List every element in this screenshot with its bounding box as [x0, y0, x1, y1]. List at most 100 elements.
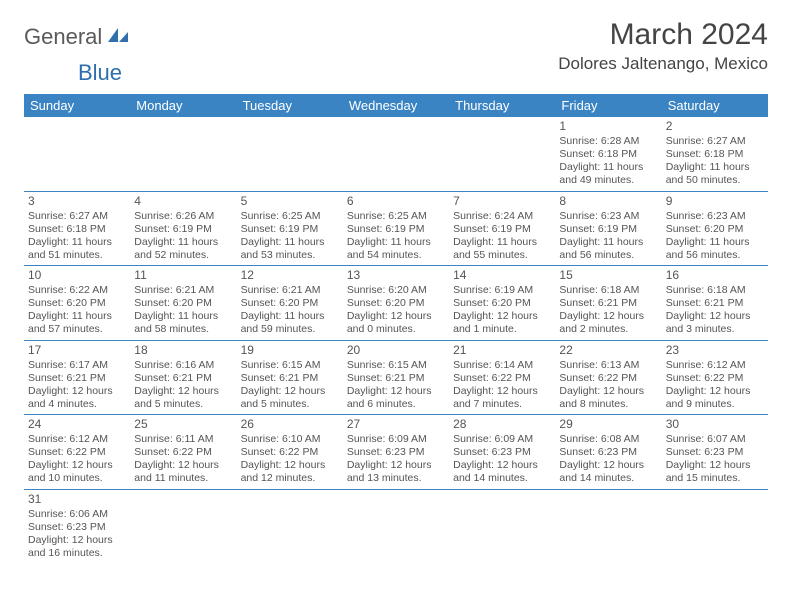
daylight-line: Daylight: 12 hours and 9 minutes. [666, 385, 764, 411]
sunset-line: Sunset: 6:23 PM [666, 446, 764, 459]
daylight-line: Daylight: 11 hours and 55 minutes. [453, 236, 551, 262]
sunrise-line: Sunrise: 6:25 AM [347, 210, 445, 223]
calendar-table: Sunday Monday Tuesday Wednesday Thursday… [24, 94, 768, 563]
sunrise-line: Sunrise: 6:18 AM [559, 284, 657, 297]
daylight-line: Daylight: 12 hours and 1 minute. [453, 310, 551, 336]
weekday-thursday: Thursday [449, 94, 555, 117]
daylight-line: Daylight: 11 hours and 56 minutes. [666, 236, 764, 262]
day-number: 11 [134, 268, 232, 283]
sunset-line: Sunset: 6:19 PM [559, 223, 657, 236]
sunrise-line: Sunrise: 6:14 AM [453, 359, 551, 372]
sunset-line: Sunset: 6:18 PM [28, 223, 126, 236]
sunrise-line: Sunrise: 6:11 AM [134, 433, 232, 446]
sunrise-line: Sunrise: 6:27 AM [28, 210, 126, 223]
calendar-cell: 10Sunrise: 6:22 AMSunset: 6:20 PMDayligh… [24, 266, 130, 341]
sunset-line: Sunset: 6:19 PM [134, 223, 232, 236]
day-number: 31 [28, 492, 126, 507]
sunrise-line: Sunrise: 6:09 AM [453, 433, 551, 446]
day-number: 8 [559, 194, 657, 209]
sunrise-line: Sunrise: 6:23 AM [559, 210, 657, 223]
calendar-cell: 27Sunrise: 6:09 AMSunset: 6:23 PMDayligh… [343, 415, 449, 490]
day-number: 17 [28, 343, 126, 358]
calendar-row: 10Sunrise: 6:22 AMSunset: 6:20 PMDayligh… [24, 266, 768, 341]
daylight-line: Daylight: 12 hours and 14 minutes. [559, 459, 657, 485]
calendar-row: 3Sunrise: 6:27 AMSunset: 6:18 PMDaylight… [24, 191, 768, 266]
sunset-line: Sunset: 6:18 PM [559, 148, 657, 161]
calendar-row: 17Sunrise: 6:17 AMSunset: 6:21 PMDayligh… [24, 340, 768, 415]
sunset-line: Sunset: 6:19 PM [241, 223, 339, 236]
daylight-line: Daylight: 11 hours and 52 minutes. [134, 236, 232, 262]
daylight-line: Daylight: 12 hours and 10 minutes. [28, 459, 126, 485]
day-number: 19 [241, 343, 339, 358]
calendar-cell: 23Sunrise: 6:12 AMSunset: 6:22 PMDayligh… [662, 340, 768, 415]
calendar-cell: 18Sunrise: 6:16 AMSunset: 6:21 PMDayligh… [130, 340, 236, 415]
sunset-line: Sunset: 6:22 PM [666, 372, 764, 385]
calendar-cell: 29Sunrise: 6:08 AMSunset: 6:23 PMDayligh… [555, 415, 661, 490]
calendar-cell [130, 117, 236, 191]
day-number: 18 [134, 343, 232, 358]
sunrise-line: Sunrise: 6:08 AM [559, 433, 657, 446]
daylight-line: Daylight: 12 hours and 15 minutes. [666, 459, 764, 485]
day-number: 10 [28, 268, 126, 283]
logo-sail-icon [106, 26, 130, 49]
sunset-line: Sunset: 6:18 PM [666, 148, 764, 161]
day-number: 12 [241, 268, 339, 283]
sunset-line: Sunset: 6:20 PM [347, 297, 445, 310]
sunrise-line: Sunrise: 6:15 AM [347, 359, 445, 372]
calendar-cell: 17Sunrise: 6:17 AMSunset: 6:21 PMDayligh… [24, 340, 130, 415]
day-number: 14 [453, 268, 551, 283]
logo-text-blue: Blue [78, 60, 122, 85]
daylight-line: Daylight: 11 hours and 56 minutes. [559, 236, 657, 262]
calendar-cell: 7Sunrise: 6:24 AMSunset: 6:19 PMDaylight… [449, 191, 555, 266]
sunrise-line: Sunrise: 6:13 AM [559, 359, 657, 372]
sunrise-line: Sunrise: 6:10 AM [241, 433, 339, 446]
daylight-line: Daylight: 12 hours and 13 minutes. [347, 459, 445, 485]
calendar-row: 1Sunrise: 6:28 AMSunset: 6:18 PMDaylight… [24, 117, 768, 191]
sunset-line: Sunset: 6:20 PM [666, 223, 764, 236]
sunrise-line: Sunrise: 6:21 AM [241, 284, 339, 297]
day-number: 15 [559, 268, 657, 283]
sunrise-line: Sunrise: 6:23 AM [666, 210, 764, 223]
day-number: 28 [453, 417, 551, 432]
sunrise-line: Sunrise: 6:18 AM [666, 284, 764, 297]
daylight-line: Daylight: 12 hours and 5 minutes. [134, 385, 232, 411]
sunset-line: Sunset: 6:19 PM [347, 223, 445, 236]
calendar-cell: 30Sunrise: 6:07 AMSunset: 6:23 PMDayligh… [662, 415, 768, 490]
month-title: March 2024 [558, 18, 768, 52]
calendar-cell: 19Sunrise: 6:15 AMSunset: 6:21 PMDayligh… [237, 340, 343, 415]
logo-text-general: General [24, 24, 102, 50]
day-number: 24 [28, 417, 126, 432]
sunrise-line: Sunrise: 6:26 AM [134, 210, 232, 223]
sunrise-line: Sunrise: 6:20 AM [347, 284, 445, 297]
logo: General [24, 24, 132, 50]
sunset-line: Sunset: 6:23 PM [453, 446, 551, 459]
sunset-line: Sunset: 6:21 PM [347, 372, 445, 385]
weekday-tuesday: Tuesday [237, 94, 343, 117]
sunset-line: Sunset: 6:20 PM [28, 297, 126, 310]
sunrise-line: Sunrise: 6:22 AM [28, 284, 126, 297]
weekday-sunday: Sunday [24, 94, 130, 117]
sunset-line: Sunset: 6:21 PM [241, 372, 339, 385]
sunrise-line: Sunrise: 6:27 AM [666, 135, 764, 148]
calendar-cell [343, 489, 449, 563]
daylight-line: Daylight: 11 hours and 57 minutes. [28, 310, 126, 336]
sunrise-line: Sunrise: 6:25 AM [241, 210, 339, 223]
sunset-line: Sunset: 6:23 PM [347, 446, 445, 459]
weekday-monday: Monday [130, 94, 236, 117]
sunrise-line: Sunrise: 6:21 AM [134, 284, 232, 297]
day-number: 1 [559, 119, 657, 134]
daylight-line: Daylight: 11 hours and 54 minutes. [347, 236, 445, 262]
sunset-line: Sunset: 6:22 PM [453, 372, 551, 385]
day-number: 7 [453, 194, 551, 209]
sunset-line: Sunset: 6:21 PM [134, 372, 232, 385]
daylight-line: Daylight: 12 hours and 11 minutes. [134, 459, 232, 485]
day-number: 21 [453, 343, 551, 358]
sunset-line: Sunset: 6:21 PM [559, 297, 657, 310]
sunset-line: Sunset: 6:21 PM [28, 372, 126, 385]
daylight-line: Daylight: 12 hours and 7 minutes. [453, 385, 551, 411]
day-number: 29 [559, 417, 657, 432]
calendar-cell: 9Sunrise: 6:23 AMSunset: 6:20 PMDaylight… [662, 191, 768, 266]
calendar-cell [449, 489, 555, 563]
daylight-line: Daylight: 11 hours and 50 minutes. [666, 161, 764, 187]
calendar-cell: 25Sunrise: 6:11 AMSunset: 6:22 PMDayligh… [130, 415, 236, 490]
